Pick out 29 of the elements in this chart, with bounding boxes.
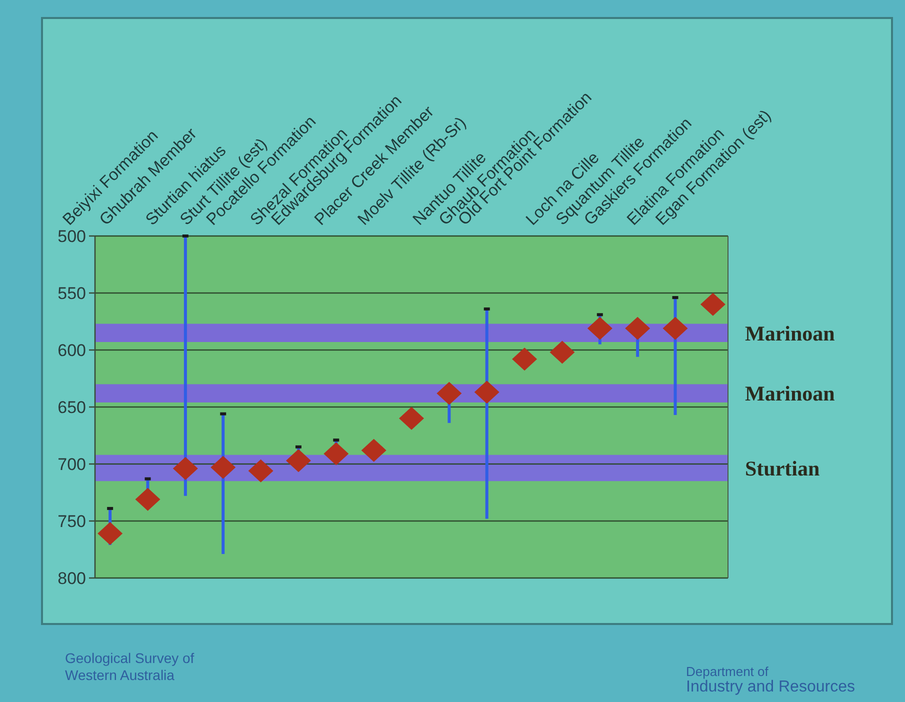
y-tick-label: 650: [58, 398, 86, 417]
point: [172, 457, 198, 480]
point: [361, 438, 386, 462]
point: [135, 488, 160, 511]
point: [550, 340, 575, 364]
point: [700, 292, 726, 316]
y-tick-label: 700: [58, 454, 86, 474]
y-tick-label: 600: [58, 340, 86, 360]
point: [399, 406, 424, 430]
band-label: Marinoan: [745, 382, 836, 406]
point: [210, 456, 236, 479]
y-tick-label: 750: [58, 512, 86, 531]
point: [248, 459, 274, 482]
band-label: Sturtian: [745, 456, 820, 480]
point: [324, 442, 349, 466]
point: [512, 348, 538, 371]
point: [98, 522, 123, 546]
band-label: Marinoan: [745, 321, 836, 346]
point: [474, 380, 500, 404]
y-tick-label: 550: [58, 284, 86, 303]
point: [286, 449, 311, 472]
point: [625, 316, 650, 340]
text: Geological Survey of Western Australia: [65, 650, 194, 683]
y-tick-label: 500: [58, 226, 86, 246]
text: Department of Industry and Resources: [686, 664, 855, 696]
point: [587, 316, 612, 340]
point: [662, 316, 688, 340]
point: [436, 382, 462, 405]
y-tick-label: 800: [58, 568, 86, 588]
